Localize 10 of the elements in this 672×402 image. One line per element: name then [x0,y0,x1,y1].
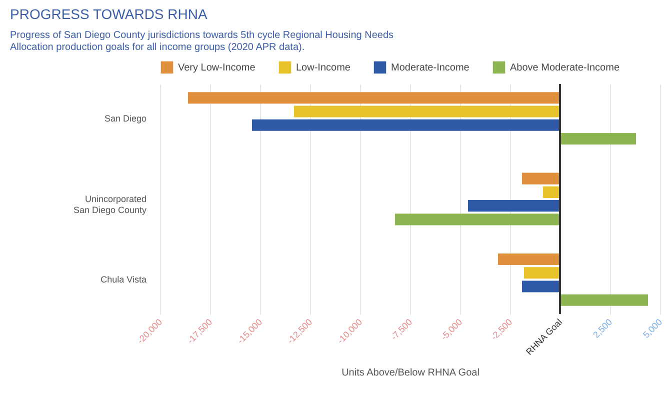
y-tick-label: San Diego [104,113,146,124]
x-axis-title: Units Above/Below RHNA Goal [342,367,480,378]
y-tick-label: Chula Vista [100,274,146,285]
chart-subtitle: Progress of San Diego County jurisdictions towards 5th cycle Regional Housing Needs Allocation production goals for all income groups (2020 APR data). [10,30,394,53]
legend-label: Low-Income [296,62,351,74]
y-tick-label: Unincorporated San Diego County [73,194,147,215]
legend-label: Moderate-Income [391,62,470,74]
legend-label: Above Moderate-Income [510,62,620,74]
legend-label: Very Low-Income [178,62,256,74]
chart-title: PROGRESS TOWARDS RHNA [10,6,208,22]
